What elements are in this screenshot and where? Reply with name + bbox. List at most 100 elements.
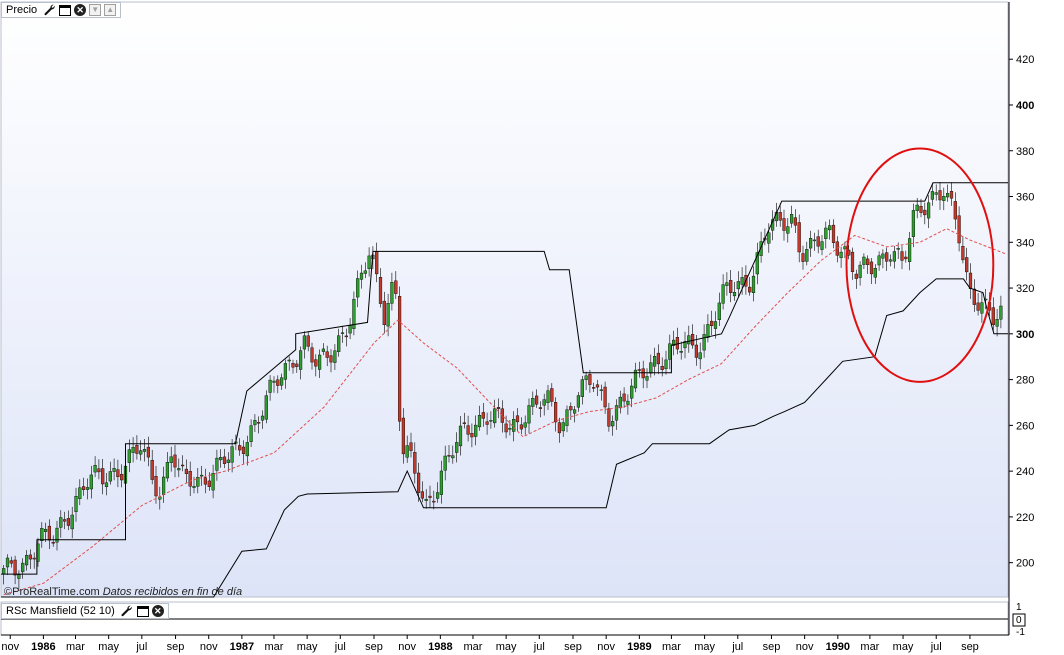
candle-body — [485, 421, 489, 425]
support-line — [1, 278, 1008, 598]
candle-body — [59, 517, 63, 528]
candle-body — [264, 395, 268, 420]
candle-body — [318, 354, 322, 370]
candle-body — [25, 555, 29, 566]
move-up-icon: ▲ — [104, 4, 117, 16]
wrench-icon[interactable] — [121, 605, 134, 617]
candle-body — [363, 270, 367, 274]
x-tick-label: mar — [264, 641, 283, 653]
candle-body — [850, 251, 855, 273]
candle-body — [139, 450, 143, 455]
candle-body — [908, 238, 912, 262]
candle-body — [550, 388, 554, 402]
candle-body — [767, 232, 771, 244]
candle-body — [493, 408, 497, 424]
candle-body — [462, 422, 466, 424]
candle-body — [980, 302, 984, 314]
window-icon[interactable] — [59, 4, 72, 16]
candle-body — [386, 303, 390, 327]
candle-body — [211, 473, 215, 491]
candle-body — [873, 268, 877, 278]
candle-body — [306, 335, 310, 347]
candle-body — [447, 455, 451, 457]
candle-body — [295, 363, 299, 367]
x-tick-label: jul — [334, 641, 346, 653]
candle-body — [207, 480, 211, 487]
candle-body — [215, 457, 219, 471]
x-tick-label: sep — [564, 641, 582, 653]
candle-body — [725, 282, 729, 286]
candle-body — [972, 288, 976, 305]
y-tick-label: 260 — [1016, 420, 1034, 432]
candle-body — [896, 248, 900, 250]
candle-body — [995, 319, 999, 327]
candle-body — [710, 320, 714, 327]
candle-body — [885, 252, 889, 262]
candle-body — [599, 389, 603, 391]
move-down-icon: ▼ — [89, 4, 102, 16]
window-icon[interactable] — [136, 605, 149, 617]
candle-body — [538, 407, 542, 409]
candle-body — [927, 202, 931, 219]
candle-body — [953, 201, 957, 220]
wrench-icon[interactable] — [43, 4, 56, 16]
candle-body — [489, 420, 493, 422]
close-icon[interactable]: ✕ — [151, 605, 164, 617]
candle-body — [900, 251, 904, 261]
candle-body — [946, 193, 950, 198]
candle-body — [66, 518, 70, 526]
candle-body — [44, 529, 48, 533]
candle-body — [664, 359, 668, 369]
candle-body — [85, 487, 90, 490]
x-tick-label: sep — [763, 641, 781, 653]
candle-body — [751, 275, 756, 294]
candle-body — [481, 412, 485, 419]
x-tick-label: nov — [398, 641, 416, 653]
candle-body — [413, 452, 417, 474]
candle-body — [455, 442, 459, 453]
candle-body — [793, 217, 797, 226]
x-tick-label: may — [694, 641, 715, 653]
candle-body — [991, 307, 995, 326]
x-tick-label: jul — [135, 641, 147, 653]
candle-body — [367, 255, 371, 269]
candle-body — [81, 486, 86, 490]
y-tick-label: 200 — [1016, 558, 1034, 570]
candle-body — [519, 424, 523, 430]
candle-body — [554, 402, 558, 423]
moving-average-line — [3, 228, 1006, 596]
candle-body — [622, 393, 626, 402]
candle-body — [417, 472, 421, 493]
candle-body — [245, 442, 249, 457]
close-icon[interactable]: ✕ — [74, 4, 87, 16]
candle-body — [721, 284, 725, 304]
candle-body — [458, 425, 463, 447]
candle-body — [500, 408, 504, 423]
candle-body — [736, 281, 740, 290]
candle-body — [409, 442, 413, 451]
candle-body — [104, 482, 109, 488]
candle-body — [47, 525, 51, 541]
candle-body — [976, 302, 980, 311]
candle-body — [169, 456, 173, 463]
candle-body — [968, 272, 973, 289]
candle-body — [691, 334, 695, 346]
x-tick-label: sep — [365, 641, 383, 653]
candle-body — [740, 277, 744, 285]
candle-body — [759, 241, 763, 256]
candle-body — [184, 468, 188, 474]
candle-body — [790, 213, 794, 224]
x-tick-label: jul — [930, 641, 942, 653]
x-tick-label: may — [496, 641, 517, 653]
candle-body — [999, 305, 1003, 320]
candle-body — [653, 356, 657, 367]
candle-body — [188, 471, 192, 487]
candle-body — [797, 222, 801, 253]
price-panel-title: Precio — [6, 4, 38, 16]
candle-body — [272, 380, 276, 383]
watermark-note: Datos recibidos en fin de día — [102, 586, 243, 598]
candle-body — [325, 351, 329, 358]
candle-body — [607, 408, 611, 427]
candle-body — [314, 359, 318, 367]
candle-body — [249, 425, 253, 442]
